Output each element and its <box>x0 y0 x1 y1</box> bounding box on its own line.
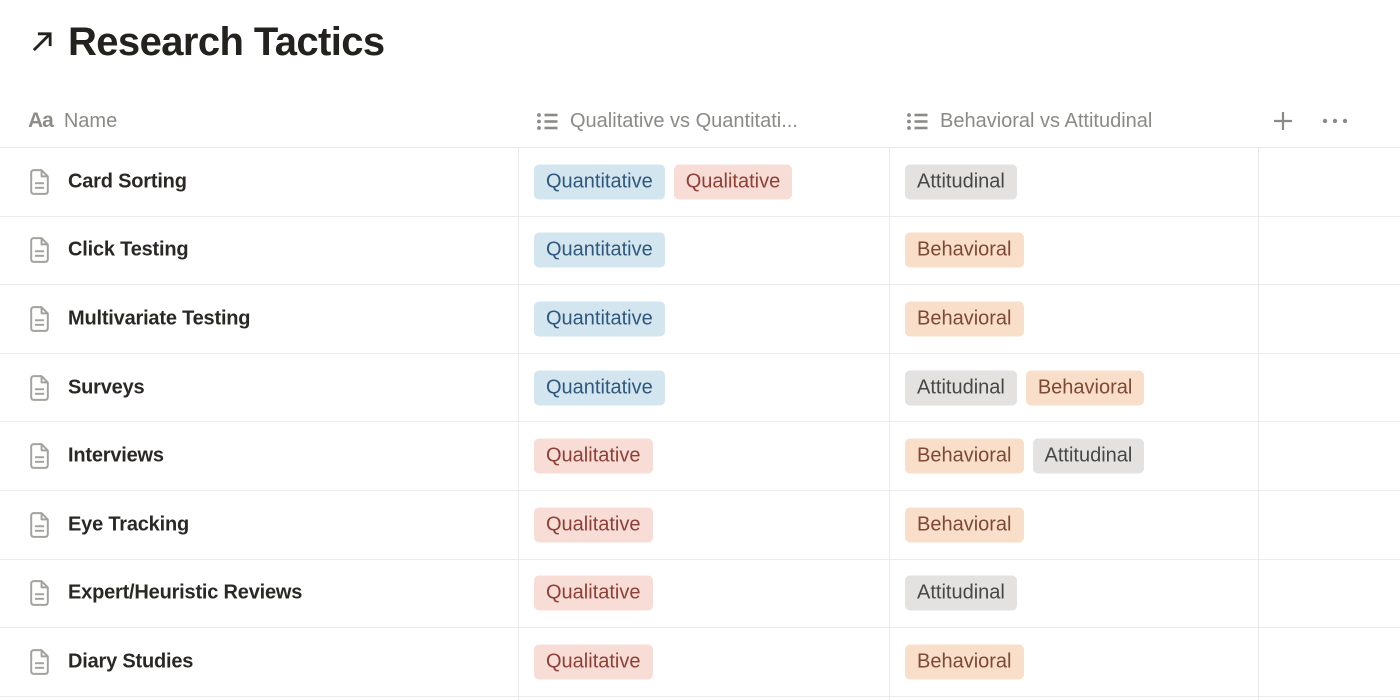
empty-cell[interactable] <box>1259 148 1400 216</box>
behav-vs-att-cell[interactable]: Attitudinal Behavioral <box>905 370 1249 406</box>
table-row: Surveys Quantitative Attitudinal Behavioral <box>0 354 1400 423</box>
column-header-behav-vs-att[interactable]: Behavioral vs Attitudinal <box>906 95 1152 147</box>
behav-vs-att-cell[interactable]: Attitudinal <box>905 164 1249 200</box>
table-row: Interviews Qualitative Behavioral Attitudin… <box>0 422 1400 491</box>
table-row: Diary Studies Qualitative Behavioral <box>0 628 1400 697</box>
plus-icon <box>1274 112 1292 130</box>
tag-quantitative: Quantitative <box>534 164 665 200</box>
title-property-icon: Aa <box>28 109 54 132</box>
database-title-link[interactable]: Research Tactics <box>28 20 385 64</box>
empty-cell[interactable] <box>1259 354 1400 422</box>
tag-behavioral: Behavioral <box>905 438 1024 474</box>
tag-attitudinal: Attitudinal <box>905 575 1017 611</box>
multi-select-icon <box>907 112 928 130</box>
table-row: Multivariate Testing Quantitative Behavior… <box>0 285 1400 354</box>
qual-vs-quant-cell[interactable]: Quantitative Qualitative <box>534 164 880 200</box>
multi-select-icon <box>537 112 558 130</box>
table-row: Click Testing Quantitative Behavioral <box>0 217 1400 286</box>
qual-vs-quant-cell[interactable]: Qualitative <box>534 575 880 611</box>
table-row: Expert/Heuristic Reviews Qualitative Attit… <box>0 560 1400 629</box>
row-name-cell[interactable]: Surveys <box>28 374 145 401</box>
row-title: Click Testing <box>68 238 189 261</box>
row-name-cell[interactable]: Eye Tracking <box>28 511 189 538</box>
column-label: Name <box>63 109 118 132</box>
table-body: Card Sorting Quantitative Qualitative Attit… <box>0 148 1400 697</box>
empty-cell[interactable] <box>1259 560 1400 628</box>
qual-vs-quant-cell[interactable]: Quantitative <box>534 370 880 406</box>
empty-cell[interactable] <box>1259 491 1400 559</box>
page-document-icon <box>30 237 49 264</box>
row-title: Multivariate Testing <box>68 307 251 330</box>
tag-qualitative: Qualitative <box>534 507 653 543</box>
qual-vs-quant-cell[interactable]: Qualitative <box>534 507 880 543</box>
behav-vs-att-cell[interactable]: Behavioral Attitudinal <box>905 438 1249 474</box>
tag-behavioral: Behavioral <box>905 507 1024 543</box>
column-label: Behavioral vs Attitudinal <box>940 109 1153 132</box>
row-name-cell[interactable]: Card Sorting <box>28 168 187 195</box>
tag-qualitative: Qualitative <box>534 644 653 680</box>
page-document-icon <box>30 443 49 469</box>
tag-quantitative: Quantitative <box>534 370 665 406</box>
row-title: Diary Studies <box>68 650 194 673</box>
tag-qualitative: Qualitative <box>534 575 653 611</box>
column-label: Qualitative vs Quantitati... <box>570 109 798 132</box>
tag-quantitative: Quantitative <box>534 232 665 268</box>
row-name-cell[interactable]: Expert/Heuristic Reviews <box>28 580 302 607</box>
empty-cell[interactable] <box>1259 628 1400 696</box>
empty-cell[interactable] <box>1259 422 1400 490</box>
tag-attitudinal: Attitudinal <box>905 370 1017 406</box>
page-document-icon <box>30 511 49 538</box>
page-document-icon <box>30 580 49 607</box>
column-divider <box>518 148 519 700</box>
page-document-icon <box>30 306 49 332</box>
behav-vs-att-cell[interactable]: Behavioral <box>905 507 1249 543</box>
empty-cell[interactable] <box>1259 285 1400 353</box>
ellipsis-icon <box>1322 118 1348 124</box>
behav-vs-att-cell[interactable]: Behavioral <box>905 644 1249 680</box>
page-title: Research Tactics <box>68 20 385 64</box>
row-title: Surveys <box>68 376 145 399</box>
row-title: Card Sorting <box>68 170 187 193</box>
tag-attitudinal: Attitudinal <box>905 164 1017 200</box>
qual-vs-quant-cell[interactable]: Qualitative <box>534 644 880 680</box>
column-divider <box>1258 148 1259 700</box>
behav-vs-att-cell[interactable]: Attitudinal <box>905 575 1249 611</box>
tag-qualitative: Qualitative <box>673 164 793 200</box>
column-header-name[interactable]: Aa Name <box>28 95 117 147</box>
page-document-icon <box>30 649 49 675</box>
column-divider <box>889 148 890 700</box>
page-document-icon <box>30 374 49 401</box>
page-document-icon <box>30 168 49 195</box>
qual-vs-quant-cell[interactable]: Quantitative <box>534 232 880 268</box>
row-title: Expert/Heuristic Reviews <box>68 581 303 604</box>
table-options-button[interactable] <box>1318 95 1352 147</box>
row-name-cell[interactable]: Diary Studies <box>28 648 193 675</box>
tag-attitudinal: Attitudinal <box>1032 438 1145 474</box>
tag-behavioral: Behavioral <box>905 644 1024 680</box>
qual-vs-quant-cell[interactable]: Qualitative <box>534 438 880 474</box>
row-title: Interviews <box>68 444 164 467</box>
empty-cell[interactable] <box>1259 217 1400 285</box>
add-column-button[interactable] <box>1266 95 1300 147</box>
tag-qualitative: Qualitative <box>534 438 653 474</box>
qual-vs-quant-cell[interactable]: Quantitative <box>534 301 880 337</box>
arrow-up-right-icon <box>32 32 52 52</box>
row-title: Eye Tracking <box>68 513 189 536</box>
row-name-cell[interactable]: Interviews <box>28 443 164 470</box>
column-header-qual-vs-quant[interactable]: Qualitative vs Quantitati... <box>536 95 798 147</box>
row-name-cell[interactable]: Click Testing <box>28 237 189 264</box>
table-row: Eye Tracking Qualitative Behavioral <box>0 491 1400 560</box>
behav-vs-att-cell[interactable]: Behavioral <box>905 301 1249 337</box>
row-name-cell[interactable]: Multivariate Testing <box>28 305 251 332</box>
table-row: Card Sorting Quantitative Qualitative Attit… <box>0 148 1400 217</box>
tag-behavioral: Behavioral <box>905 232 1024 268</box>
tag-behavioral: Behavioral <box>1025 370 1145 406</box>
tag-behavioral: Behavioral <box>905 301 1024 337</box>
behav-vs-att-cell[interactable]: Behavioral <box>905 232 1249 268</box>
table-header-row: Aa Name Qualitative vs Quantitati... Beh… <box>0 95 1400 148</box>
tag-quantitative: Quantitative <box>534 301 665 337</box>
